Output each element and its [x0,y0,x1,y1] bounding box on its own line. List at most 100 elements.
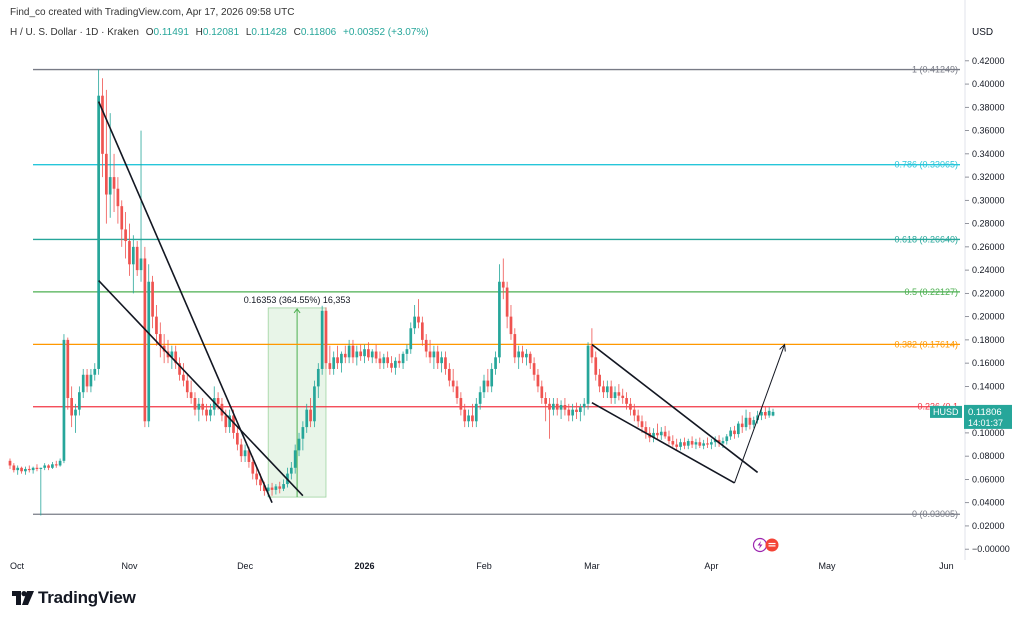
candle-body [686,441,690,446]
candle [602,380,605,399]
high-label: H [195,27,203,38]
time-axis[interactable]: Oct Nov Dec 2026 Feb Mar Apr May Jun [10,561,954,571]
candle-body [667,436,671,442]
tradingview-logo[interactable]: TradingView [12,588,136,608]
ohlc-legend: H / U. S. Dollar · 1D · Kraken O0.11491 … [10,27,429,38]
candle-body [683,442,686,446]
candle [528,351,532,369]
candle [582,398,586,416]
y-tick-label: 0.38000 [972,102,1005,112]
candle-body [451,380,455,387]
candle [316,363,320,399]
candle [31,466,35,474]
candle-body [555,403,559,410]
candle-body [706,443,709,445]
price-axis[interactable]: 0.42000 0.40000 0.38000 0.36000 0.34000 0.320… [965,56,1010,554]
candle [336,345,339,369]
candle [451,368,455,393]
projection-arrow[interactable] [734,344,786,484]
candle [297,432,301,457]
candle [128,223,131,276]
candle-body [428,351,432,358]
currency-label[interactable]: USD [972,27,994,38]
candle-body [116,188,120,207]
candle-body [763,411,767,416]
candle [690,436,694,449]
candle [667,430,671,445]
candle [428,339,432,364]
event-markers[interactable] [752,537,779,553]
candle-body [16,467,20,471]
candle [289,461,293,480]
trendline-2[interactable] [98,280,304,497]
y-tick-label: 0.36000 [972,126,1005,136]
x-tick-label: Oct [10,561,25,571]
candle-body [567,409,571,416]
candle-body [609,386,613,399]
candle [305,403,309,433]
candle-body [594,357,598,375]
candle [386,351,390,368]
trendline-1[interactable] [97,101,273,503]
candle [54,460,58,468]
candle [378,351,382,369]
candle-body [590,345,594,358]
candle [8,458,12,469]
candle-body [725,436,729,442]
candle-body [386,357,390,364]
measure-label-background [237,293,358,306]
candle-body [108,177,112,195]
lightning-event-icon[interactable] [752,537,768,553]
candle-body [124,229,127,242]
fib-retracement[interactable]: 1 (0.41249) 0.786 (0.33065) 0.618 (0.26640… [33,65,960,520]
candle-body [54,464,58,466]
candle [309,398,312,428]
candle [20,466,23,474]
candle-body [143,258,147,422]
y-tick-label: 0.26000 [972,242,1005,252]
candle [104,89,108,224]
candle-body [170,351,174,358]
candle [471,403,474,428]
candle [571,403,574,422]
candle-body [93,368,97,375]
flag-event-icon[interactable] [765,538,779,552]
candle [390,356,393,373]
candle-body [675,444,679,447]
candle-body [20,467,23,472]
candle-body [74,409,77,416]
candle-body [205,409,208,416]
candle-body [644,427,648,433]
price-range-measure[interactable] [267,307,327,498]
candle-body [351,345,355,358]
candle [212,386,216,416]
candle-body [367,349,370,358]
candle-body [463,409,467,422]
candle-body [182,374,185,381]
candle [575,402,578,419]
projection-arrow-head [779,343,786,352]
candle-body [525,353,528,358]
candles [8,69,775,516]
candle-body [752,420,756,425]
y-tick-label: 0.22000 [972,288,1005,298]
price-tag [964,404,1012,429]
candle [228,409,232,433]
trendline-3[interactable] [591,343,759,474]
candle [185,374,189,399]
candle-body [613,392,617,399]
candle-body [401,353,405,364]
candle-body [78,392,81,410]
candle [131,235,135,294]
y-tick-label: 0.02000 [972,521,1005,531]
candle-body [355,351,359,358]
candle-body [455,386,459,399]
symbol-title[interactable]: H / U. S. Dollar · 1D · Kraken [10,27,139,38]
trendlines[interactable] [97,101,786,503]
candle-body [405,349,409,354]
candle [417,299,420,329]
trendline-4[interactable] [591,401,735,484]
candle-body [447,368,451,381]
candle [120,200,124,247]
